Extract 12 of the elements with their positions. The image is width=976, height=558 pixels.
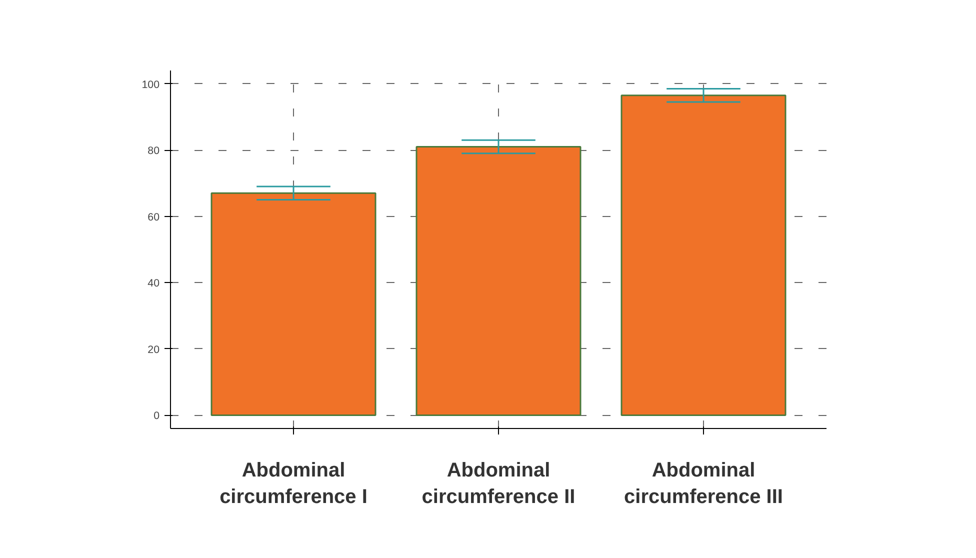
y-tick-label: 40 [148,278,160,290]
x-tick-label: Abdominal circumference II [422,460,576,508]
y-tick-label: 0 [154,410,160,422]
x-tick-label: Abdominal circumference I [220,460,368,508]
y-tick-label: 20 [148,344,160,356]
y-tick-label: 80 [148,145,160,158]
x-tick-label: Abdominal circumference III [624,460,783,508]
bar [620,94,786,416]
bar [210,192,376,416]
y-tick-label: 100 [142,78,160,91]
bar [416,146,582,416]
y-tick-label: 60 [148,211,160,224]
